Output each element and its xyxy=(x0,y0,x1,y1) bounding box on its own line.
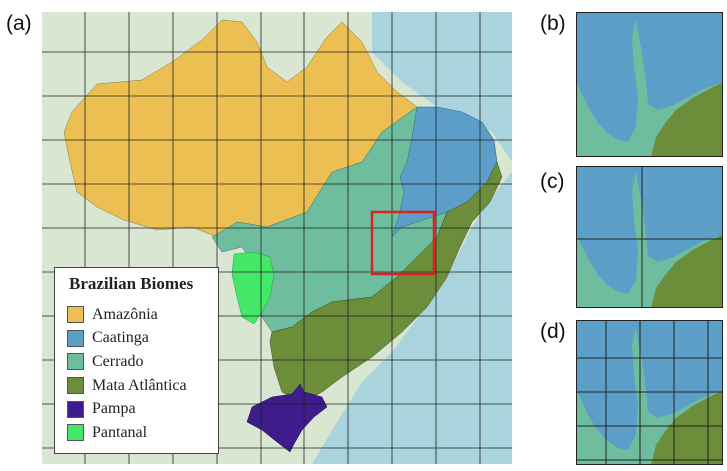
biome-mata-atlantica[interactable] xyxy=(269,161,503,403)
legend-item-cerrado: Cerrado xyxy=(67,350,218,374)
zoom-highlight-box[interactable] xyxy=(370,210,436,276)
legend-swatch xyxy=(67,353,84,371)
zoom-panel-b[interactable] xyxy=(576,12,723,157)
legend-swatch xyxy=(67,377,84,395)
zoom-frame xyxy=(576,320,723,465)
legend-label: Caatinga xyxy=(92,329,149,347)
biome-pampa[interactable] xyxy=(246,383,328,453)
legend: Brazilian Biomes Amazônia Caatinga Cerra… xyxy=(54,267,219,454)
legend-swatch xyxy=(67,306,84,324)
biome-pantanal[interactable] xyxy=(231,251,275,325)
legend-title: Brazilian Biomes xyxy=(69,274,194,293)
legend-item-mata-atlantica: Mata Atlântica xyxy=(67,374,218,398)
panel-label-b: (b) xyxy=(540,12,566,35)
zoom-caatinga xyxy=(576,12,723,142)
zoom-grid xyxy=(576,166,723,308)
panel-label-d: (d) xyxy=(540,320,566,343)
panel-label-c: (c) xyxy=(540,170,565,193)
legend-swatch xyxy=(67,424,84,442)
zoom-panel-c[interactable] xyxy=(576,166,723,308)
legend-label: Mata Atlântica xyxy=(92,376,187,394)
zoom-caatinga xyxy=(576,166,723,294)
biome-amazonia[interactable] xyxy=(63,19,418,238)
legend-swatch xyxy=(67,329,84,347)
legend-item-caatinga: Caatinga xyxy=(67,327,218,351)
zoom-caatinga xyxy=(576,320,723,450)
zoom-mata-atlantica xyxy=(651,390,723,465)
zoom-panel-d[interactable] xyxy=(576,320,723,465)
zoom-frame xyxy=(576,12,723,157)
legend-label: Pampa xyxy=(92,400,136,418)
zoom-mata-atlantica xyxy=(651,234,723,308)
legend-item-pantanal: Pantanal xyxy=(67,421,218,445)
legend-swatch xyxy=(67,400,84,418)
legend-label: Amazônia xyxy=(92,305,158,323)
legend-label: Pantanal xyxy=(92,423,148,441)
panel-label-a: (a) xyxy=(6,12,32,35)
zoom-grid xyxy=(576,320,723,465)
legend-item-pampa: Pampa xyxy=(67,397,218,421)
zoom-mata-atlantica xyxy=(651,82,723,157)
zoom-frame xyxy=(576,166,723,308)
legend-label: Cerrado xyxy=(92,352,144,370)
legend-item-amazonia: Amazônia xyxy=(67,303,218,327)
